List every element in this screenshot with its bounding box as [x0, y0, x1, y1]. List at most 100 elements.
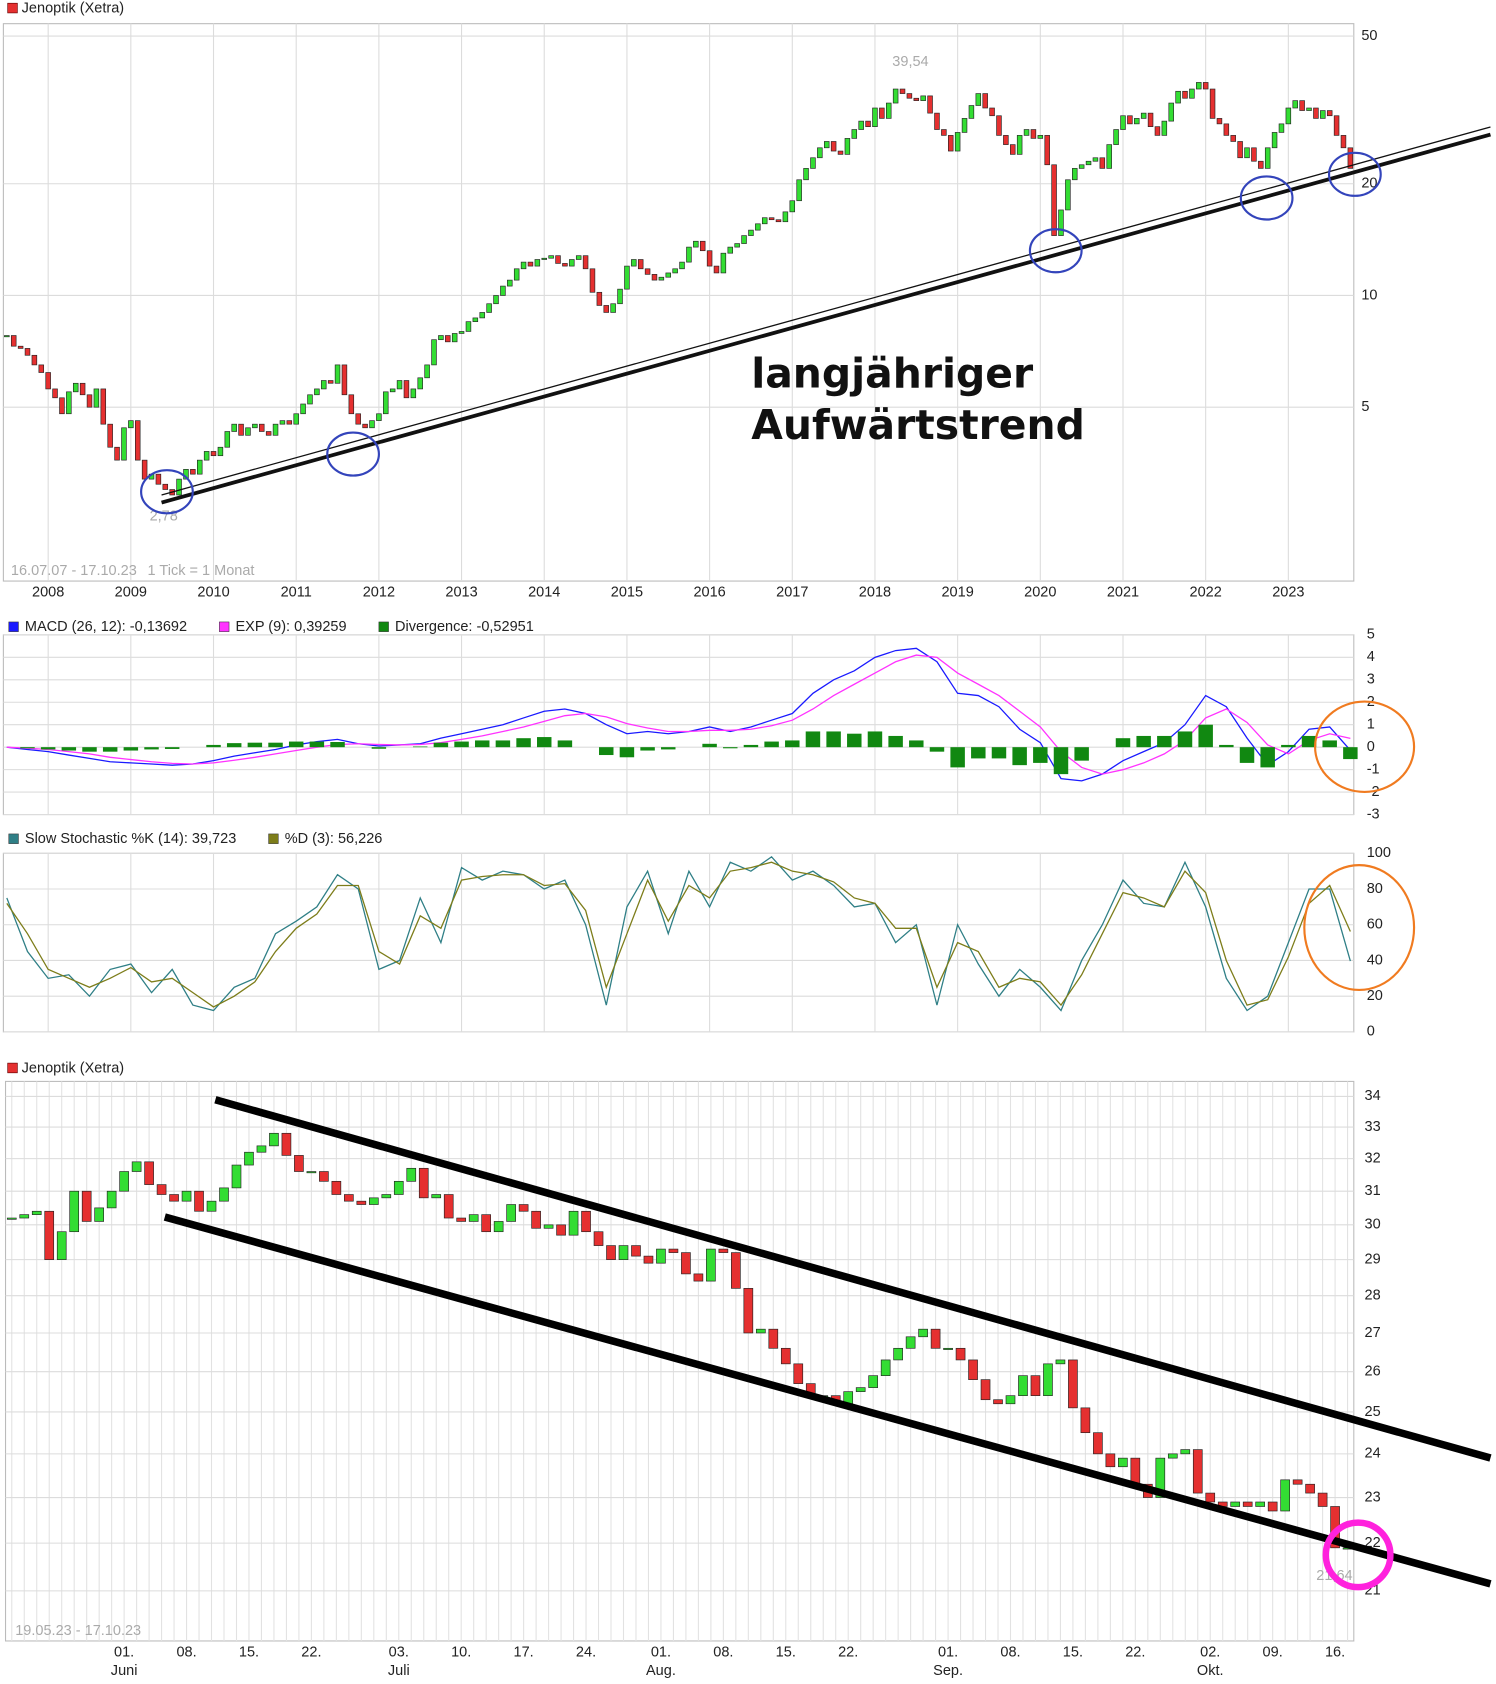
legend-swatch	[8, 833, 19, 844]
candle	[1340, 135, 1347, 149]
candle	[651, 274, 658, 281]
x-month-label: Juli	[388, 1663, 410, 1679]
candle	[224, 431, 231, 448]
candle	[6, 1217, 17, 1220]
candle	[803, 168, 809, 181]
candle	[844, 138, 851, 155]
candle	[1058, 209, 1064, 236]
x-tick-label: 2013	[445, 585, 477, 601]
candle	[294, 1155, 304, 1172]
candle	[569, 259, 575, 267]
candle	[24, 348, 31, 356]
legend-swatch	[378, 621, 389, 632]
y-tick-label: -3	[1367, 806, 1380, 822]
candle	[927, 95, 933, 114]
candle	[982, 93, 988, 109]
y-tick-label: 20	[1367, 988, 1383, 1004]
divergence-bar	[702, 743, 717, 748]
candle	[465, 321, 472, 332]
divergence-bar	[495, 740, 511, 748]
candle	[893, 1347, 903, 1361]
divergence-bar	[61, 747, 77, 751]
y-tick-label: 28	[1365, 1287, 1381, 1303]
candle	[206, 1200, 217, 1212]
candle	[1043, 1363, 1053, 1396]
indicator-line	[6, 855, 1351, 1012]
highlight-circle	[1028, 228, 1083, 274]
candle	[980, 1379, 991, 1401]
candle	[1010, 144, 1016, 155]
candle	[259, 423, 265, 432]
divergence-bar	[1136, 735, 1151, 748]
candle	[617, 288, 623, 305]
candle	[1251, 147, 1257, 162]
candle	[45, 372, 51, 390]
legend-swatch	[7, 1062, 18, 1074]
candle	[431, 1194, 442, 1199]
candle	[1113, 129, 1119, 145]
divergence-bar	[247, 742, 263, 748]
x-tick-label: 24.	[576, 1645, 596, 1661]
candle	[190, 469, 196, 475]
candle	[272, 423, 279, 436]
candle	[1175, 90, 1181, 104]
divergence-bar	[1157, 735, 1172, 748]
x-tick-label: 10.	[451, 1645, 471, 1661]
candle	[793, 1363, 804, 1384]
candle	[10, 335, 17, 347]
y-tick-label: 1	[1367, 717, 1375, 733]
candle	[69, 1190, 80, 1233]
legend-label: %D (3): 56,226	[285, 831, 383, 847]
candle	[418, 1167, 429, 1199]
x-tick-label: 15.	[1063, 1645, 1083, 1661]
divergence-bar	[206, 744, 221, 748]
candle	[331, 1180, 342, 1195]
candle	[780, 1347, 791, 1365]
drawing-layer	[140, 126, 1492, 1591]
candle	[892, 88, 899, 104]
candle	[19, 1214, 30, 1219]
divergence-bar	[1115, 738, 1131, 748]
candle	[706, 1248, 716, 1282]
candle	[989, 107, 995, 117]
candle	[1065, 179, 1071, 211]
candle	[265, 431, 272, 436]
x-tick-label: 15.	[239, 1645, 259, 1661]
divergence-bar	[1033, 747, 1048, 763]
candle	[121, 427, 127, 461]
candle	[319, 1171, 329, 1182]
divergence-bar	[661, 747, 676, 750]
candle	[899, 88, 906, 94]
divergence-bar	[826, 731, 841, 748]
candle	[618, 1245, 629, 1260]
candle	[114, 446, 120, 461]
x-tick-label: 08.	[713, 1645, 733, 1661]
candle	[581, 1210, 591, 1233]
candle	[472, 317, 479, 322]
candle	[1230, 135, 1236, 142]
candle	[424, 364, 430, 379]
candle	[1192, 1449, 1203, 1494]
candle	[1161, 120, 1168, 136]
candle	[56, 1231, 67, 1260]
candle	[1180, 1449, 1191, 1455]
divergence-bar	[20, 747, 35, 749]
divergence-bar	[454, 741, 469, 748]
annotation: Aufwärtstrend	[751, 401, 1085, 449]
candle	[417, 377, 423, 390]
highlight-circle	[1239, 175, 1294, 221]
candle	[1196, 82, 1202, 90]
highlight-circle	[140, 469, 194, 515]
candle	[593, 1231, 604, 1246]
candle	[1092, 157, 1099, 162]
candle	[1333, 115, 1340, 136]
divergence-bar	[599, 747, 614, 756]
candle	[314, 388, 320, 396]
candle	[993, 1399, 1003, 1405]
x-month-label: Juni	[111, 1663, 138, 1679]
candle	[1285, 107, 1292, 125]
divergence-bar	[102, 747, 118, 752]
x-tick-label: 22.	[301, 1645, 321, 1661]
candle	[886, 102, 892, 119]
candle	[643, 1255, 654, 1264]
